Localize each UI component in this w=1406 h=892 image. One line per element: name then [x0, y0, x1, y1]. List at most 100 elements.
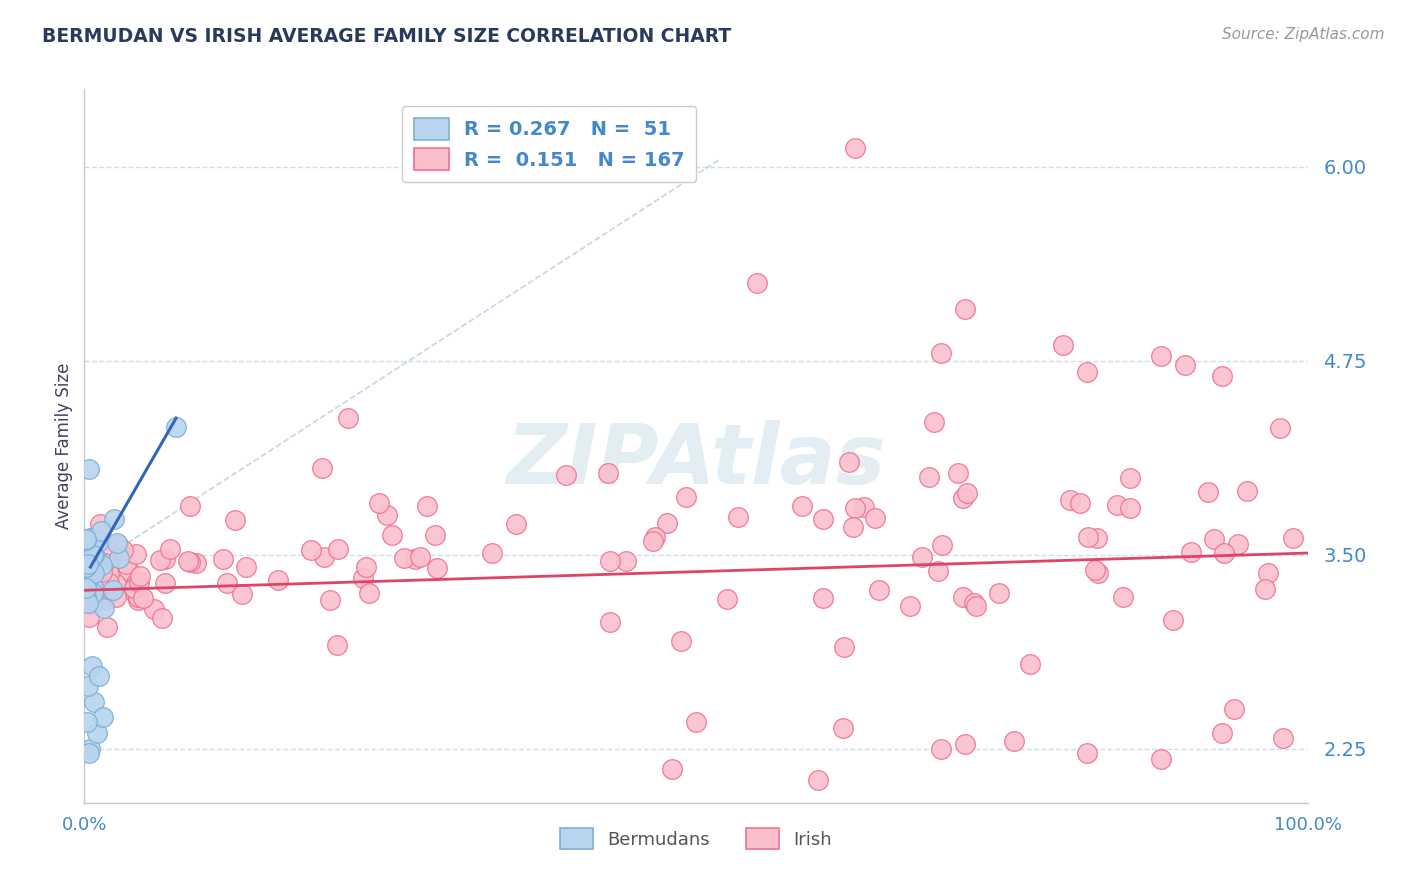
- Point: [267, 573, 290, 587]
- Point: [423, 528, 446, 542]
- Point: [80, 563, 103, 577]
- Point: [79, 547, 101, 561]
- Point: [124, 586, 146, 600]
- Point: [87, 573, 110, 587]
- Point: [641, 533, 664, 548]
- Point: [598, 466, 620, 480]
- Point: [75, 589, 97, 603]
- Point: [1084, 563, 1107, 577]
- Point: [863, 511, 886, 525]
- Point: [76, 571, 98, 585]
- Point: [235, 559, 257, 574]
- Point: [77, 462, 100, 476]
- Point: [868, 583, 890, 598]
- Point: [75, 583, 97, 598]
- Point: [953, 302, 976, 317]
- Point: [1226, 537, 1249, 551]
- Point: [1112, 590, 1135, 604]
- Point: [1213, 546, 1236, 560]
- Point: [426, 561, 449, 575]
- Point: [75, 581, 97, 595]
- Point: [1150, 349, 1173, 363]
- Point: [844, 141, 866, 155]
- Point: [988, 586, 1011, 600]
- Point: [91, 710, 114, 724]
- Point: [1002, 733, 1025, 747]
- Point: [76, 582, 98, 597]
- Point: [325, 639, 347, 653]
- Point: [165, 420, 187, 434]
- Point: [150, 611, 173, 625]
- Point: [965, 599, 987, 614]
- Point: [83, 548, 105, 562]
- Point: [381, 528, 404, 542]
- Point: [922, 415, 945, 429]
- Point: [811, 591, 834, 606]
- Point: [1268, 421, 1291, 435]
- Point: [75, 532, 97, 546]
- Point: [83, 566, 105, 581]
- Point: [807, 772, 830, 787]
- Point: [1069, 496, 1091, 510]
- Point: [352, 571, 374, 585]
- Point: [1197, 485, 1219, 500]
- Point: [97, 576, 120, 591]
- Point: [80, 563, 103, 577]
- Point: [98, 580, 121, 594]
- Point: [831, 722, 853, 736]
- Point: [179, 500, 201, 514]
- Point: [75, 538, 97, 552]
- Point: [84, 574, 107, 588]
- Point: [368, 496, 391, 510]
- Point: [76, 582, 98, 597]
- Point: [111, 543, 134, 558]
- Point: [956, 486, 979, 500]
- Point: [1211, 369, 1233, 384]
- Point: [107, 538, 129, 552]
- Point: [96, 619, 118, 633]
- Point: [94, 593, 117, 607]
- Point: [80, 531, 103, 545]
- Point: [1254, 582, 1277, 597]
- Point: [616, 554, 638, 568]
- Point: [75, 572, 97, 586]
- Point: [931, 538, 953, 552]
- Point: [80, 558, 103, 573]
- Point: [311, 461, 333, 475]
- Point: [1202, 532, 1225, 546]
- Point: [75, 564, 97, 578]
- Point: [84, 550, 107, 565]
- Point: [80, 545, 103, 559]
- Point: [927, 564, 949, 578]
- Point: [104, 590, 127, 604]
- Point: [96, 560, 118, 574]
- Point: [314, 550, 336, 565]
- Point: [1282, 531, 1305, 545]
- Point: [852, 500, 875, 514]
- Point: [155, 552, 177, 566]
- Point: [94, 591, 117, 606]
- Point: [127, 590, 149, 604]
- Point: [75, 590, 97, 604]
- Point: [75, 570, 97, 584]
- Point: [675, 490, 697, 504]
- Point: [898, 599, 921, 613]
- Point: [82, 586, 104, 600]
- Point: [747, 276, 769, 290]
- Point: [86, 550, 108, 565]
- Point: [93, 601, 115, 615]
- Point: [179, 555, 201, 569]
- Point: [87, 577, 110, 591]
- Point: [129, 569, 152, 583]
- Point: [392, 551, 415, 566]
- Point: [211, 551, 233, 566]
- Point: [153, 576, 176, 591]
- Point: [79, 532, 101, 546]
- Point: [1085, 531, 1108, 545]
- Point: [1161, 613, 1184, 627]
- Point: [127, 593, 149, 607]
- Point: [75, 533, 97, 547]
- Point: [217, 576, 239, 591]
- Point: [661, 762, 683, 776]
- Point: [75, 536, 97, 550]
